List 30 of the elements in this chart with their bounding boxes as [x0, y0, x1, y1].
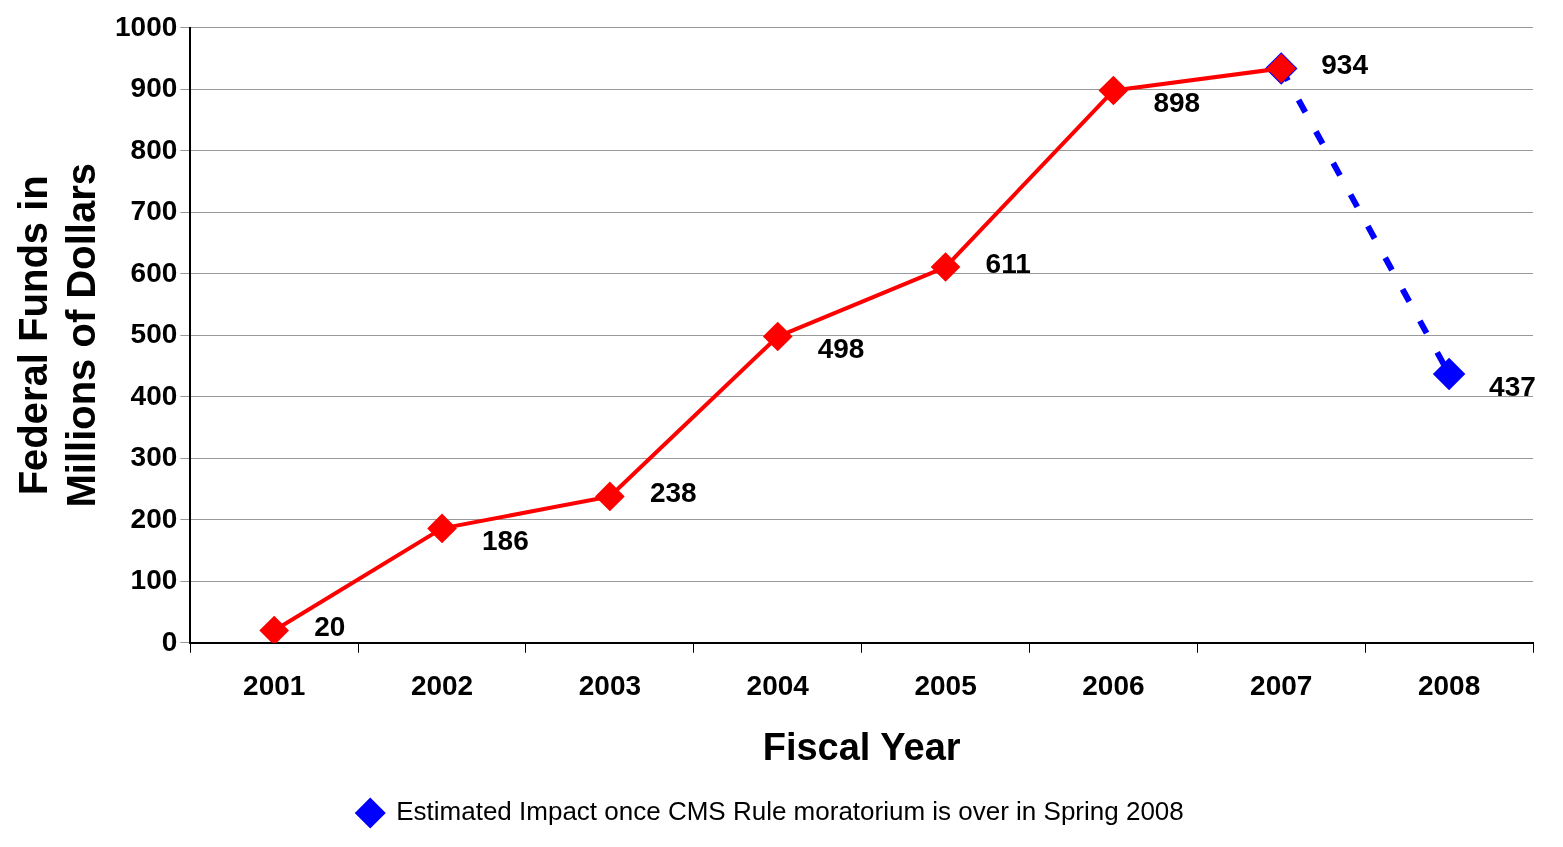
y-tick-label: 900 [130, 72, 178, 104]
y-tick-label: 200 [130, 502, 178, 534]
legend-label: Estimated Impact once CMS Rule moratorium is over in Spring 2008 [396, 796, 1184, 827]
x-tick-label: 2008 [1417, 670, 1481, 702]
x-tick-label: 2002 [410, 670, 474, 702]
data-label: 498 [817, 333, 865, 365]
y-axis-title: Federal Funds in Millions of Dollars [11, 163, 104, 508]
y-tick-label: 800 [130, 133, 178, 165]
y-tick-label: 100 [130, 564, 178, 596]
y-tick-label: 400 [130, 379, 178, 411]
data-label: 238 [649, 477, 697, 509]
y-tick-label: 300 [130, 441, 178, 473]
y-tick-label: 500 [130, 318, 178, 350]
y-tick-label: 600 [130, 256, 178, 288]
x-tick-label: 2004 [746, 670, 810, 702]
x-tick-label: 2005 [914, 670, 977, 702]
y-tick-label: 1000 [114, 10, 178, 42]
data-label: 934 [1321, 49, 1369, 81]
y-tick-label: 700 [130, 195, 178, 227]
data-label: 611 [985, 247, 1031, 279]
x-tick-label: 2006 [1082, 670, 1145, 702]
data-label: 437 [1489, 370, 1536, 402]
x-tick-label: 2007 [1250, 670, 1313, 702]
x-tick-label: 2001 [243, 670, 306, 702]
y-tick-label: 0 [161, 625, 178, 657]
data-label: 20 [314, 611, 346, 643]
data-label: 898 [1153, 87, 1201, 119]
data-label: 186 [482, 525, 529, 557]
x-axis-title: Fiscal Year [762, 725, 961, 768]
x-tick-label: 2003 [578, 670, 642, 702]
